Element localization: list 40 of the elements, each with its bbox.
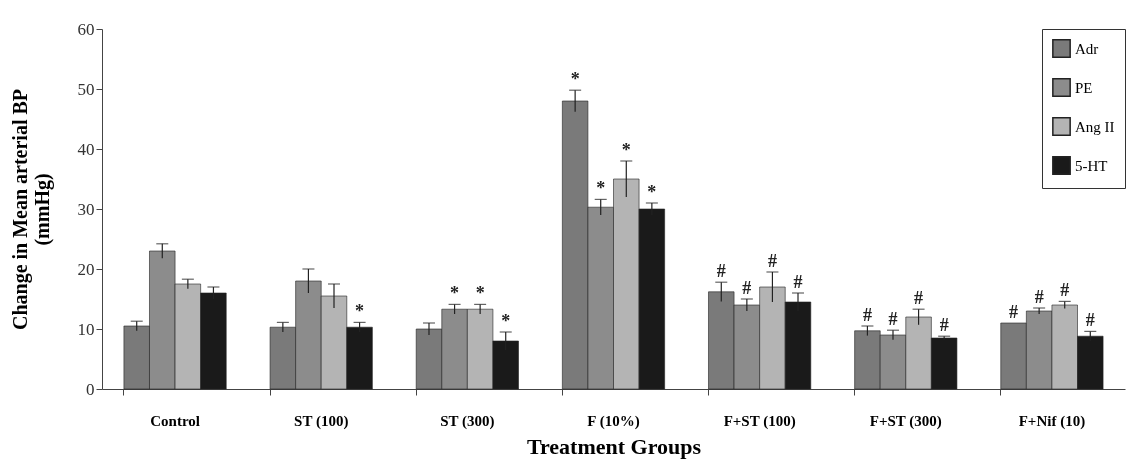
y-tick-label: 10 xyxy=(77,319,95,339)
data-label: * xyxy=(450,283,460,304)
data-label: * xyxy=(355,301,365,322)
data-label: # xyxy=(1085,310,1095,331)
data-label: # xyxy=(767,251,777,271)
legend-label: 5-HT xyxy=(1075,157,1108,174)
y-tick-label: 40 xyxy=(77,139,95,159)
data-label: * xyxy=(647,182,657,202)
data-label: # xyxy=(742,278,752,298)
legend-label: Adr xyxy=(1075,40,1099,57)
data-label: * xyxy=(570,69,580,90)
data-label: # xyxy=(1009,302,1019,322)
x-tick-label: F+Nif (10) xyxy=(1018,412,1086,430)
y-axis-title: Change in Mean arterial BP (mmHg) xyxy=(8,88,54,331)
legend-label: PE xyxy=(1075,79,1093,96)
x-axis-title: Treatment Groups xyxy=(526,433,702,459)
y-tick-label: 20 xyxy=(77,259,95,279)
x-tick-label: ST (300) xyxy=(440,412,495,430)
data-label: # xyxy=(793,272,803,292)
data-label: * xyxy=(475,283,485,304)
data-label: # xyxy=(1060,280,1070,301)
data-label: * xyxy=(596,178,606,199)
x-tick-label: F+ST (300) xyxy=(869,412,942,430)
data-label: * xyxy=(501,311,511,331)
legend-label: Ang II xyxy=(1075,118,1115,135)
data-label: # xyxy=(888,309,898,330)
data-label: # xyxy=(939,315,949,336)
data-label: # xyxy=(1034,287,1044,307)
y-tick-label: 0 xyxy=(86,379,95,399)
data-label: # xyxy=(862,305,872,325)
y-tick-label: 50 xyxy=(77,79,95,99)
x-tick-label: F (10%) xyxy=(587,412,640,430)
x-tick-label: F+ST (100) xyxy=(723,412,796,430)
y-tick-label: 30 xyxy=(77,199,95,219)
x-tick-label: ST (100) xyxy=(294,412,349,430)
data-label: # xyxy=(716,261,726,282)
data-label: * xyxy=(621,140,631,160)
x-tick-label: Control xyxy=(150,412,200,429)
data-label: # xyxy=(914,288,924,309)
y-tick-label: 60 xyxy=(77,19,95,39)
